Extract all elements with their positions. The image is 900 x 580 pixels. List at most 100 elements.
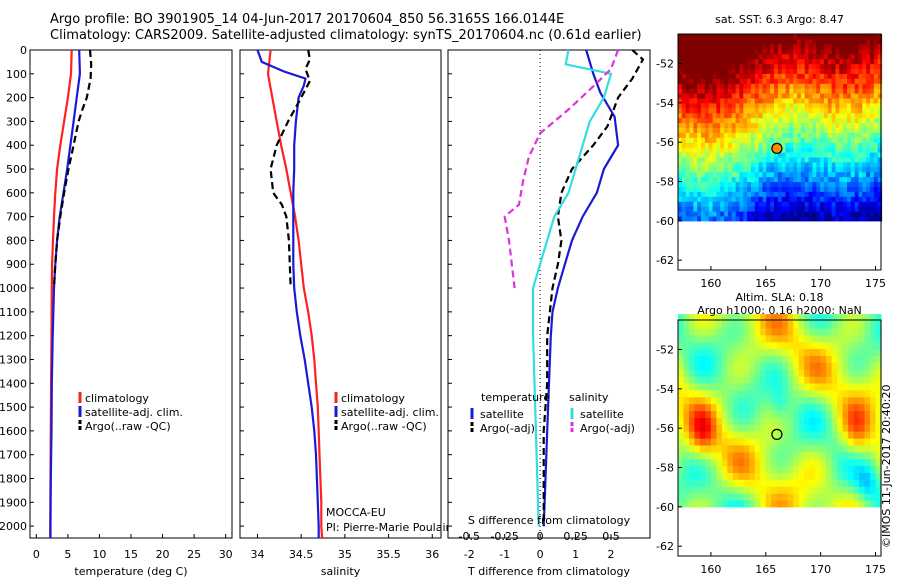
map-cell — [689, 63, 694, 69]
map-cell — [732, 321, 739, 329]
map-cell — [697, 191, 702, 197]
map-cell — [820, 102, 825, 109]
map-cell — [731, 137, 737, 143]
map-cell — [800, 112, 806, 119]
map-cell — [765, 424, 772, 432]
map-cell — [837, 410, 844, 418]
map-cell — [724, 112, 729, 119]
map-cell — [864, 396, 871, 405]
map-cell — [731, 156, 737, 163]
map-cell — [697, 201, 702, 207]
annotation-line: MOCCA-EU — [326, 506, 386, 519]
map-cell — [864, 486, 871, 494]
map-cell — [782, 410, 789, 418]
map-cell — [797, 73, 802, 79]
map-cell — [705, 396, 712, 405]
map-cell — [808, 97, 813, 104]
map-cell — [678, 38, 683, 45]
map-cell — [735, 38, 740, 45]
map-cell — [815, 369, 822, 377]
map-cell — [681, 127, 687, 133]
map-cell — [683, 341, 690, 350]
map-cell — [853, 321, 860, 329]
map-cell — [816, 147, 821, 153]
map-cell — [820, 53, 825, 60]
map-cell — [743, 176, 748, 183]
map-cell — [727, 376, 734, 384]
map-cell — [862, 181, 867, 187]
map-cell — [781, 63, 787, 69]
map-cell — [727, 38, 733, 45]
map-cell — [704, 211, 710, 217]
map-cell — [710, 410, 717, 418]
map-cell — [721, 321, 728, 329]
map-cell — [870, 166, 875, 173]
map-cell — [804, 97, 810, 104]
map-cell — [781, 78, 787, 84]
map-cell — [862, 166, 867, 173]
map-cell — [735, 83, 740, 89]
map-cell — [859, 348, 866, 356]
map-cell — [858, 38, 863, 45]
map-cell — [762, 191, 767, 197]
map-cell — [842, 314, 849, 322]
map-cell — [774, 166, 779, 173]
map-cell — [785, 211, 790, 217]
map-cell — [839, 58, 844, 65]
map-cell — [683, 376, 690, 384]
y-tick-label: 800 — [6, 234, 27, 247]
map-cell — [850, 166, 856, 173]
map-cell — [804, 355, 811, 363]
map-cell — [738, 417, 745, 425]
map-cell — [681, 171, 687, 178]
map-cell — [870, 112, 875, 119]
map-cell — [678, 97, 683, 104]
map-cell — [831, 191, 836, 197]
map-cell — [793, 403, 800, 412]
map-cell — [708, 186, 714, 192]
map-cell — [866, 132, 871, 138]
map-cell — [827, 58, 833, 65]
map-cell — [678, 444, 685, 453]
map-cell — [815, 327, 822, 336]
map-cell — [699, 403, 706, 412]
map-x-tick-label: 175 — [865, 563, 886, 576]
map-cell — [843, 68, 848, 74]
map-cell — [694, 376, 701, 384]
map-cell — [766, 53, 771, 60]
map-cell — [793, 127, 798, 133]
map-cell — [820, 472, 827, 480]
map-cell — [839, 215, 844, 222]
map-cell — [839, 137, 844, 143]
map-cell — [808, 211, 813, 217]
map-cell — [747, 132, 752, 138]
map-cell — [797, 142, 802, 148]
map-cell — [689, 83, 694, 89]
x-axis-label: T difference from climatology — [467, 565, 630, 578]
map-cell — [847, 191, 852, 197]
map-cell — [721, 479, 728, 487]
map-cell — [724, 88, 729, 94]
map-cell — [683, 417, 690, 425]
map-cell — [732, 486, 739, 494]
map-cell — [866, 58, 871, 65]
map-cell — [831, 201, 836, 207]
map-cell — [701, 127, 706, 133]
map-cell — [870, 479, 877, 487]
map-cell — [743, 181, 748, 187]
map-cell — [766, 147, 771, 153]
map-y-tick-label: -60 — [656, 501, 674, 514]
map-cell — [758, 58, 764, 65]
map-cell — [820, 63, 825, 69]
map-cell — [738, 444, 745, 453]
map-cell — [826, 369, 833, 377]
map-cell — [681, 43, 687, 50]
map-cell — [781, 191, 787, 197]
map-cell — [727, 362, 734, 370]
map-cell — [735, 112, 740, 119]
map-cell — [793, 444, 800, 453]
map-cell — [831, 73, 836, 79]
map-cell — [739, 63, 744, 69]
map-cell — [866, 102, 871, 109]
map-cell — [847, 171, 852, 178]
